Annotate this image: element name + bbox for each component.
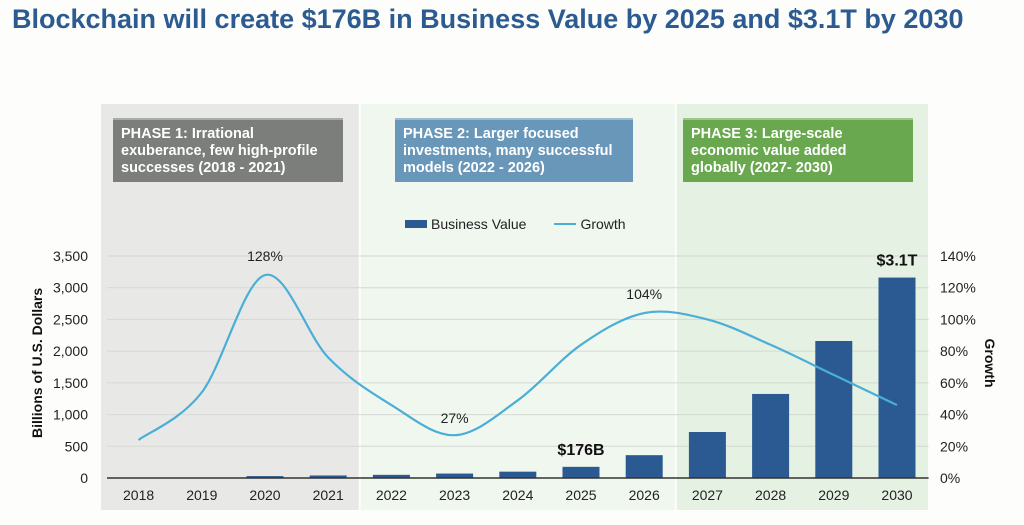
x-tick-label: 2021 [313,487,344,503]
x-tick-label: 2030 [881,487,912,503]
x-tick-label: 2023 [439,487,470,503]
y2-tick-label: 0% [940,470,960,486]
y-tick-label: 1,000 [53,407,88,423]
bar-2026 [625,455,663,478]
bar-2027 [688,432,726,478]
x-tick-label: 2019 [186,487,217,503]
bar-2025 [562,466,600,478]
legend-bar-label: Business Value [431,216,527,232]
growth-data-label: 27% [441,410,469,426]
y-tick-label: 1,500 [53,375,88,391]
y2-axis-title: Growth [982,338,998,388]
bar-data-label: $176B [557,442,604,459]
x-tick-label: 2028 [755,487,786,503]
x-tick-label: 2029 [818,487,849,503]
bar-2021 [309,475,347,478]
y-tick-label: 3,000 [53,280,88,296]
growth-line [137,273,898,441]
legend-line-label: Growth [580,216,626,232]
bar-data-label: $3.1T [877,253,918,270]
legend-bar-swatch [405,220,427,228]
x-tick-label: 2018 [123,487,154,503]
bar-2023 [436,473,474,478]
y-tick-label: 0 [80,470,88,486]
y-tick-label: 3,500 [53,248,88,264]
phase-3-label: PHASE 3: Large-scale economic value adde… [683,118,913,182]
bar-2024 [499,471,537,478]
x-tick-label: 2020 [249,487,280,503]
y2-tick-label: 120% [940,280,976,296]
page-title: Blockchain will create $176B in Business… [12,4,964,34]
bar-2029 [815,340,853,478]
y-tick-label: 2,500 [53,311,88,327]
bar-2020 [246,476,284,478]
x-tick-label: 2025 [565,487,596,503]
bar-2030 [878,277,916,478]
x-tick-label: 2024 [502,487,533,503]
legend-line-swatch [554,223,577,225]
y-tick-label: 500 [65,438,89,454]
phase-1-label: PHASE 1: Irrational exuberance, few high… [113,118,343,182]
growth-data-label: 128% [247,248,283,264]
y-tick-label: 2,000 [53,343,88,359]
y-axis-title: Billions of U.S. Dollars [29,287,45,438]
y2-tick-label: 80% [940,343,968,359]
growth-data-label: 104% [626,286,662,302]
y2-tick-label: 40% [940,407,968,423]
x-tick-label: 2022 [376,487,407,503]
y2-tick-label: 60% [940,375,968,391]
y2-tick-label: 20% [940,438,968,454]
x-tick-label: 2027 [692,487,723,503]
phase-2-label: PHASE 2: Larger focused investments, man… [395,118,633,182]
x-tick-label: 2026 [629,487,660,503]
y2-tick-label: 140% [940,248,976,264]
bar-2028 [752,393,790,478]
y2-tick-label: 100% [940,311,976,327]
legend: Business Value Growth [405,216,626,232]
bar-2022 [372,474,410,478]
